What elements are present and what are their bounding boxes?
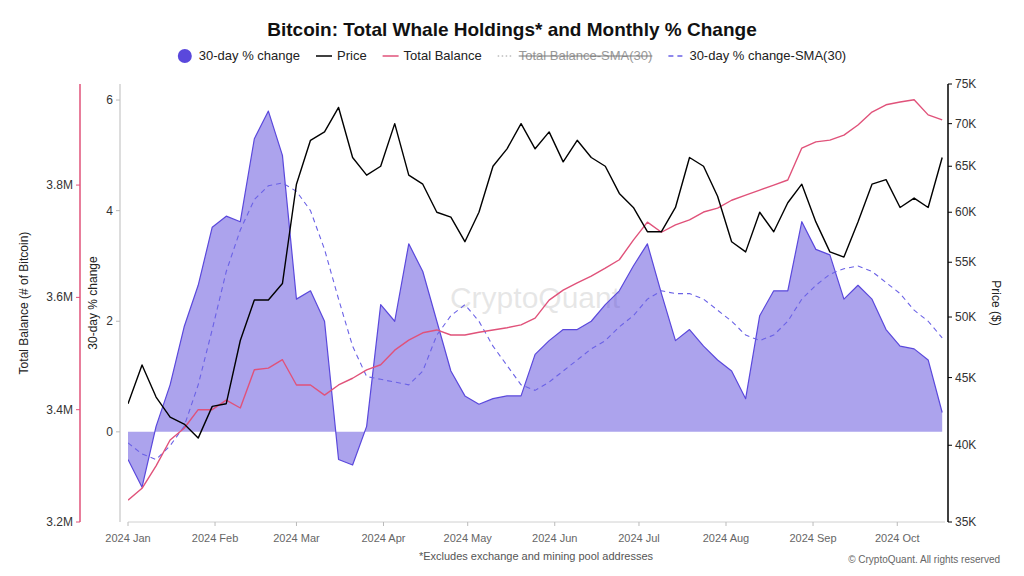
- series-line: [128, 107, 942, 438]
- plot-area: [128, 100, 942, 500]
- y-tick: [948, 166, 952, 167]
- legend-swatch: [178, 49, 192, 63]
- watermark: CryptoQuant: [450, 281, 621, 314]
- legend: 30-day % change Price Total Balance Total B…: [178, 48, 846, 63]
- y-tick-label: 50K: [955, 310, 976, 324]
- x-tick: [296, 522, 297, 526]
- legend-item: Total Balance-SMA(30): [498, 48, 653, 63]
- legend-label: Price: [337, 48, 367, 63]
- y-tick: [76, 409, 80, 410]
- y-tick: [948, 123, 952, 124]
- x-tick: [215, 522, 216, 526]
- y-tick: [76, 522, 80, 523]
- legend-strike: [519, 56, 653, 57]
- series-line: [128, 100, 942, 500]
- area-outline: [128, 111, 942, 487]
- y-tick-label: 45K: [955, 371, 976, 385]
- y-tick: [948, 522, 952, 523]
- x-tick-label: 2024 Jun: [532, 532, 577, 544]
- legend-swatch: [498, 56, 514, 57]
- y-axis-title: 30-day % change: [86, 256, 100, 350]
- y-tick: [948, 262, 952, 263]
- legend-swatch: [316, 55, 332, 57]
- y-tick-label: 3.2M: [46, 515, 73, 529]
- x-tick-label: 2024 Jul: [618, 532, 660, 544]
- legend-item: 30-day % change: [178, 48, 300, 63]
- legend-label: Total Balance: [404, 48, 482, 63]
- x-tick: [897, 522, 898, 526]
- x-tick: [813, 522, 814, 526]
- y-tick: [948, 445, 952, 446]
- x-tick-label: 2024 Feb: [192, 532, 238, 544]
- y-axis-line: [947, 84, 949, 522]
- y-tick-label: 0: [106, 425, 113, 439]
- y-tick-label: 6: [106, 93, 113, 107]
- y-axis-line: [79, 84, 81, 522]
- y-axis-title: Total Balance (# of Bitcoin): [17, 232, 31, 375]
- y-tick: [116, 431, 120, 432]
- x-tick: [638, 522, 639, 526]
- y-tick-label: 3.6M: [46, 290, 73, 304]
- y-tick-label: 70K: [955, 117, 976, 131]
- x-tick-label: 2024 Aug: [703, 532, 750, 544]
- y-tick-label: 3.8M: [46, 178, 73, 192]
- legend-swatch: [668, 55, 684, 57]
- y-tick-label: 65K: [955, 159, 976, 173]
- y-tick-label: 60K: [955, 205, 976, 219]
- x-tick-label: 2024 Oct: [875, 532, 920, 544]
- series-line: [128, 183, 942, 460]
- title: Bitcoin: Total Whale Holdings* and Month…: [267, 19, 756, 40]
- x-tick: [467, 522, 468, 526]
- x-tick-label: 2024 Apr: [361, 532, 405, 544]
- area-fill: [128, 111, 942, 487]
- y-tick: [76, 297, 80, 298]
- legend-item: Total Balance: [383, 48, 482, 63]
- y-tick: [116, 100, 120, 101]
- x-tick: [128, 522, 129, 526]
- x-tick: [383, 522, 384, 526]
- y-tick: [76, 185, 80, 186]
- y-tick-label: 3.4M: [46, 403, 73, 417]
- legend-swatch: [383, 55, 399, 57]
- y-tick-label: 40K: [955, 438, 976, 452]
- footnote: *Excludes exchange and mining pool addre…: [419, 550, 654, 562]
- y-tick-label: 35K: [955, 515, 976, 529]
- legend-item: Price: [316, 48, 367, 63]
- y-tick-label: 4: [106, 204, 113, 218]
- x-axis-line: [128, 522, 945, 523]
- legend-label: 30-day % change-SMA(30): [689, 48, 846, 63]
- legend-label: 30-day % change: [199, 48, 300, 63]
- y-axis-title: Price ($): [989, 280, 1003, 325]
- x-tick-label: 2024 Sep: [789, 532, 836, 544]
- x-tick-label: 2024 Jan: [105, 532, 150, 544]
- x-tick: [554, 522, 555, 526]
- legend-label: Total Balance-SMA(30): [519, 48, 653, 63]
- y-tick: [948, 317, 952, 318]
- y-tick: [948, 377, 952, 378]
- y-axis-line: [120, 84, 121, 522]
- x-tick-label: 2024 Mar: [273, 532, 320, 544]
- y-tick-label: 75K: [955, 77, 976, 91]
- copyright: © CryptoQuant. All rights reserved: [848, 554, 1000, 565]
- y-tick-label: 55K: [955, 255, 976, 269]
- legend-item: 30-day % change-SMA(30): [668, 48, 846, 63]
- y-tick: [948, 212, 952, 213]
- y-tick: [116, 210, 120, 211]
- x-tick: [726, 522, 727, 526]
- x-tick-label: 2024 May: [444, 532, 493, 544]
- y-tick: [116, 321, 120, 322]
- chart-root: Bitcoin: Total Whale Holdings* and Month…: [0, 0, 1024, 576]
- y-tick-label: 2: [106, 314, 113, 328]
- y-tick: [948, 84, 952, 85]
